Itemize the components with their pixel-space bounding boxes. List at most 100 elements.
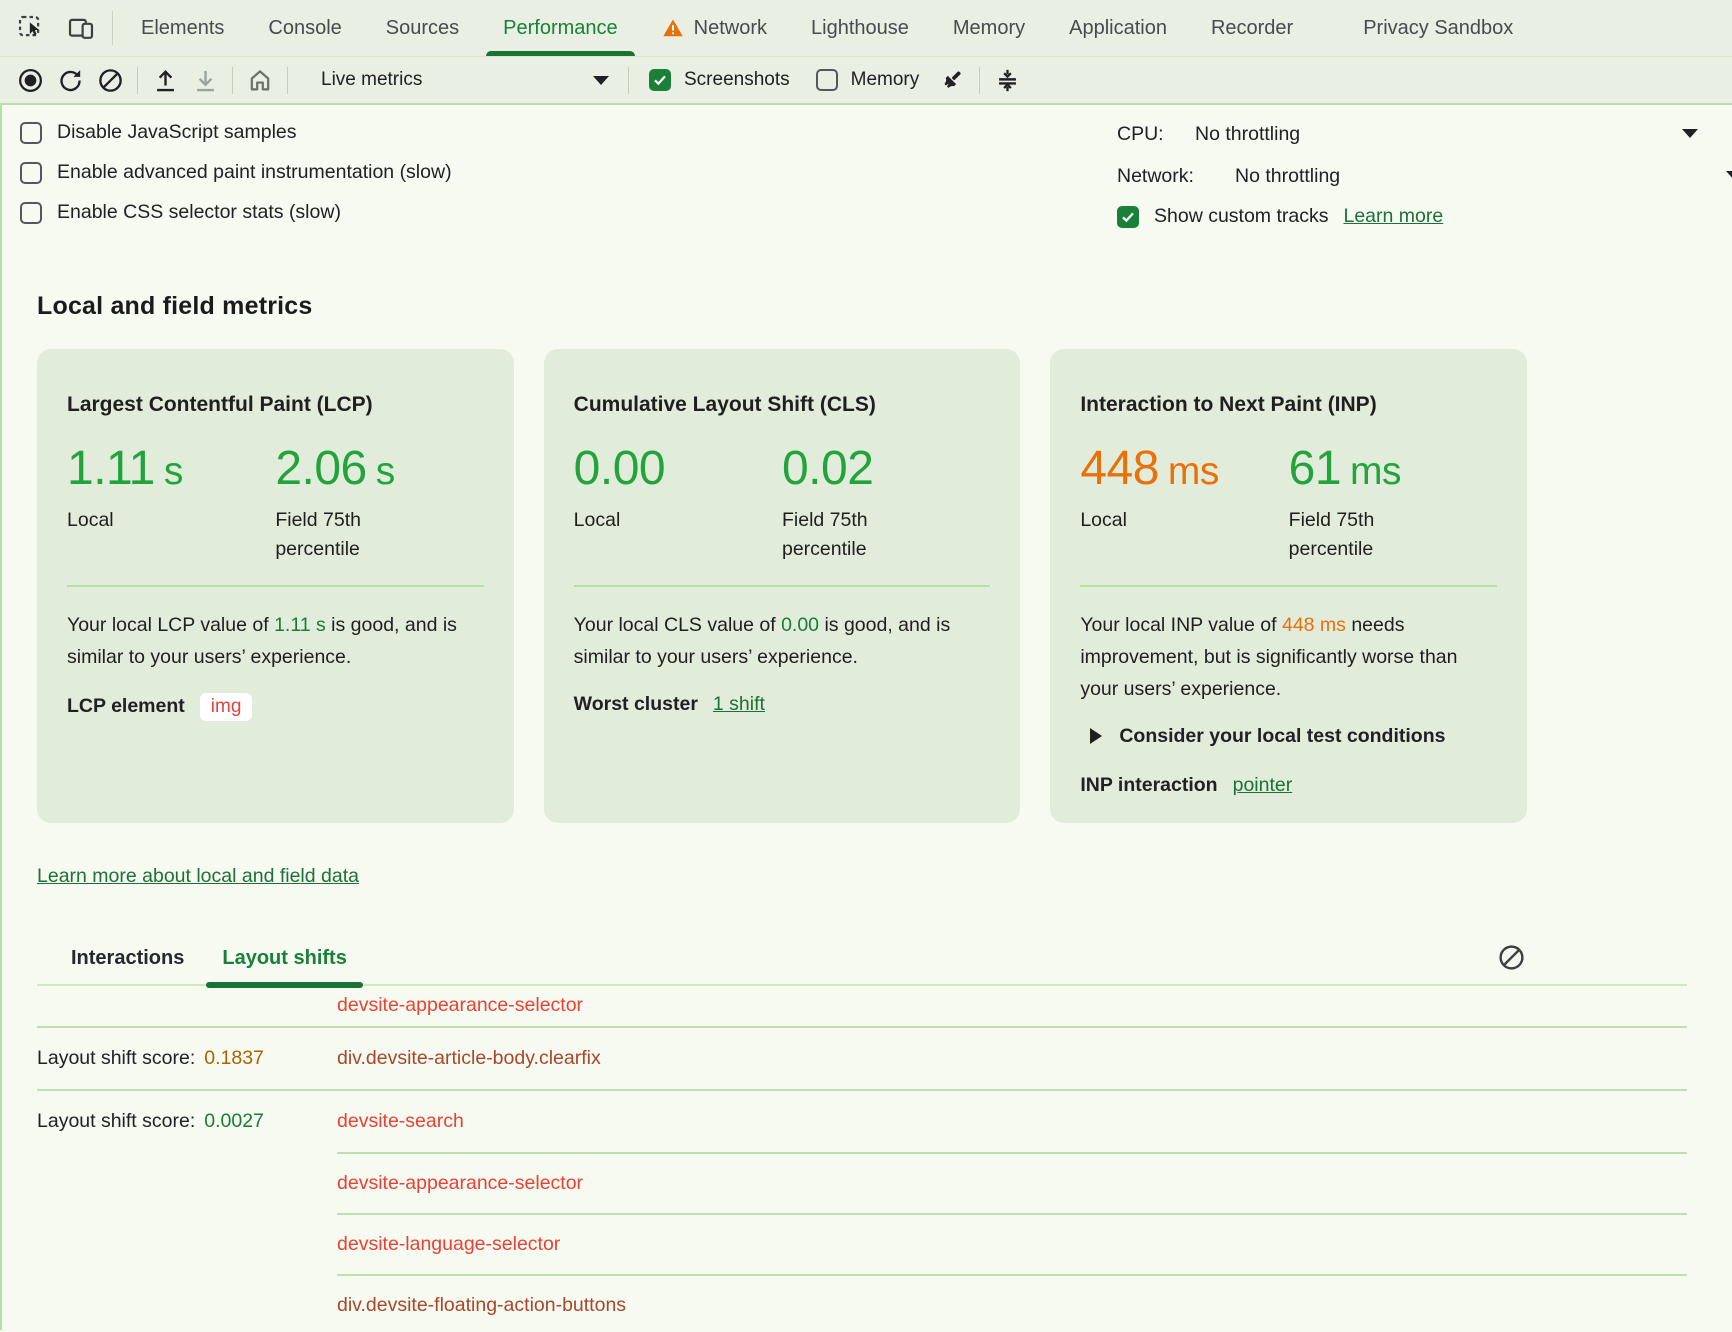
tab-network[interactable]: Network — [640, 0, 789, 56]
consider-test-conditions-expander[interactable]: Consider your local test conditions — [1080, 725, 1497, 748]
value: 448 — [1080, 442, 1159, 495]
tab-label: Privacy Sandbox — [1363, 17, 1513, 40]
field-label: Field 75th percentile — [275, 506, 420, 565]
element-cell: div.devsite-floating-action-buttons — [337, 1274, 1687, 1332]
tab-label: Network — [694, 17, 767, 40]
live-metrics-view: Local and field metrics Largest Contentf… — [2, 292, 1732, 1332]
desc-prefix: Your local LCP value of — [67, 614, 274, 636]
worst-cluster-link[interactable]: 1 shift — [713, 693, 765, 716]
inp-field-value: 61ms — [1289, 441, 1497, 496]
tab-label: Performance — [503, 17, 618, 40]
tabbar-separator — [112, 11, 113, 45]
element-cell: devsite-search — [337, 1091, 1687, 1152]
memory-checkbox-group[interactable]: Memory — [803, 69, 933, 91]
capture-settings-right: CPU: No throttling Network: No throttlin… — [1117, 121, 1732, 228]
tab-lighthouse[interactable]: Lighthouse — [789, 0, 931, 56]
node-link[interactable]: devsite-language-selector — [337, 1233, 560, 1256]
cls-local-value: 0.00 — [574, 441, 782, 496]
performance-toolbar: Live metrics Screenshots Memory — [0, 57, 1732, 105]
screenshots-checkbox[interactable] — [649, 69, 671, 91]
devtools-window: Elements Console Sources Performance Net… — [0, 0, 1732, 1332]
inp-interaction-link[interactable]: pointer — [1233, 774, 1293, 797]
home-icon[interactable] — [240, 61, 280, 99]
field-label: Field 75th percentile — [782, 506, 927, 565]
css-selector-stats-row[interactable]: Enable CSS selector stats (slow) — [20, 201, 452, 224]
css-selector-stats-label: Enable CSS selector stats (slow) — [57, 201, 341, 224]
chevron-down-icon — [1682, 129, 1698, 138]
clear-recordings-button[interactable] — [90, 61, 130, 99]
inspect-element-icon[interactable] — [14, 11, 48, 45]
tab-label: Application — [1069, 17, 1167, 40]
network-throttling-select[interactable]: Network: No throttling — [1117, 163, 1732, 190]
tab-sources[interactable]: Sources — [364, 0, 481, 56]
disable-js-samples-checkbox[interactable] — [20, 122, 42, 144]
cls-field-value: 0.02 — [782, 441, 990, 496]
node-link[interactable]: devsite-appearance-selector — [337, 994, 583, 1017]
table-row[interactable]: devsite-language-selector — [37, 1213, 1687, 1274]
score-label: Layout shift score: — [37, 1110, 195, 1133]
tab-console[interactable]: Console — [246, 0, 363, 56]
advanced-paint-checkbox[interactable] — [20, 162, 42, 184]
node-link[interactable]: devsite-search — [337, 1110, 464, 1133]
devtools-tabbar: Elements Console Sources Performance Net… — [0, 0, 1732, 57]
tab-application[interactable]: Application — [1047, 0, 1189, 56]
table-row[interactable]: devsite-appearance-selector — [37, 986, 1687, 1026]
collapse-panel-icon[interactable] — [987, 61, 1027, 99]
memory-checkbox[interactable] — [816, 69, 838, 91]
score-value: 0.1837 — [204, 1047, 264, 1070]
screenshots-checkbox-group[interactable]: Screenshots — [636, 69, 803, 91]
inp-card-title: Interaction to Next Paint (INP) — [1080, 393, 1497, 417]
table-row[interactable]: Layout shift score: 0.1837 div.devsite-a… — [37, 1026, 1687, 1089]
clear-log-icon[interactable] — [1495, 942, 1527, 974]
live-metrics-log-tabs: Interactions Layout shifts — [37, 934, 1687, 986]
page-title: Local and field metrics — [37, 292, 1687, 321]
table-row[interactable]: div.devsite-floating-action-buttons — [37, 1274, 1687, 1332]
worst-cluster-label: Worst cluster — [574, 693, 698, 716]
score-cell — [37, 1152, 337, 1213]
node-link[interactable]: devsite-appearance-selector — [337, 1172, 583, 1195]
tab-memory[interactable]: Memory — [931, 0, 1047, 56]
tab-elements[interactable]: Elements — [119, 0, 246, 56]
reload-record-button[interactable] — [50, 61, 90, 99]
card-divider — [1080, 585, 1497, 587]
lcp-field-value: 2.06s — [275, 441, 483, 496]
tab-privacy-sandbox[interactable]: Privacy Sandbox — [1341, 0, 1535, 56]
cls-values: 0.00 Local 0.02 Field 75th percentile — [574, 441, 991, 565]
custom-tracks-learn-more-link[interactable]: Learn more — [1343, 205, 1443, 228]
tab-label: Sources — [386, 17, 459, 40]
node-link[interactable]: div.devsite-floating-action-buttons — [337, 1294, 626, 1317]
record-button[interactable] — [10, 61, 50, 99]
cls-field-value-block: 0.02 Field 75th percentile — [782, 441, 990, 565]
cls-local-value-block: 0.00 Local — [574, 441, 782, 565]
device-toolbar-icon[interactable] — [64, 11, 98, 45]
node-link[interactable]: div.devsite-article-body.clearfix — [337, 1047, 601, 1070]
value: 0.02 — [782, 442, 873, 495]
table-row[interactable]: Layout shift score: 0.0027 devsite-searc… — [37, 1089, 1687, 1152]
load-profile-button[interactable] — [145, 61, 185, 99]
network-value: No throttling — [1235, 165, 1340, 188]
lcp-footer: LCP element img — [67, 693, 484, 721]
field-data-learn-more-link[interactable]: Learn more about local and field data — [37, 865, 359, 888]
lcp-element-node-link[interactable]: img — [200, 693, 253, 721]
table-row[interactable]: devsite-appearance-selector — [37, 1152, 1687, 1213]
save-profile-button[interactable] — [185, 61, 225, 99]
desc-prefix: Your local CLS value of — [574, 614, 781, 636]
panel-mode-dropdown[interactable]: Live metrics — [309, 61, 621, 99]
css-selector-stats-checkbox[interactable] — [20, 202, 42, 224]
tab-performance[interactable]: Performance — [481, 0, 640, 56]
tab-layout-shifts[interactable]: Layout shifts — [203, 934, 365, 984]
cls-footer: Worst cluster 1 shift — [574, 693, 991, 716]
disable-js-samples-row[interactable]: Disable JavaScript samples — [20, 121, 452, 144]
cpu-throttling-select[interactable]: CPU: No throttling — [1117, 121, 1732, 148]
custom-tracks-checkbox[interactable] — [1117, 206, 1139, 228]
advanced-paint-label: Enable advanced paint instrumentation (s… — [57, 161, 452, 184]
advanced-paint-row[interactable]: Enable advanced paint instrumentation (s… — [20, 161, 452, 184]
tab-recorder[interactable]: Recorder — [1189, 0, 1315, 56]
desc-value: 448 ms — [1282, 614, 1346, 636]
gc-brush-icon[interactable] — [932, 61, 972, 99]
tab-interactions[interactable]: Interactions — [52, 934, 203, 984]
inp-local-value: 448ms — [1080, 441, 1288, 496]
custom-tracks-row[interactable]: Show custom tracks Learn more — [1117, 205, 1732, 228]
chevron-down-icon — [1726, 171, 1732, 180]
element-cell: devsite-appearance-selector — [337, 1152, 1687, 1213]
